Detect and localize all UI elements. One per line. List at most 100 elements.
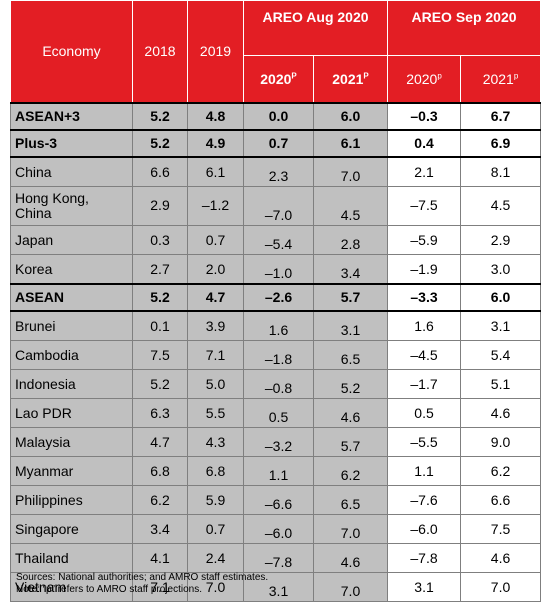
- value-cell: 4.5: [312, 185, 389, 226]
- table-row: Brunei 0.1 3.9 1.6 3.1 1.6 3.1: [10, 310, 542, 341]
- value-cell: –7.6: [387, 484, 462, 515]
- value-cell: 2.8: [312, 224, 389, 255]
- value-cell: 3.9: [187, 310, 244, 341]
- value-cell: 0.3: [132, 224, 188, 255]
- value-cell: –7.0: [243, 185, 314, 226]
- value-cell: 5.4: [460, 339, 542, 370]
- value-cell: 4.6: [312, 397, 389, 428]
- table-header: Economy 2018 2019 AREO Aug 2020 AREO Sep…: [10, 0, 542, 103]
- row-label: Japan: [10, 224, 133, 255]
- subheader-sup: p: [513, 71, 519, 81]
- value-cell: 3.4: [132, 513, 188, 544]
- table-row: Plus-3 5.2 4.9 0.7 6.1 0.4 6.9: [10, 128, 542, 158]
- row-label: Singapore: [10, 513, 133, 544]
- value-cell: 4.6: [460, 397, 542, 428]
- value-cell: 4.6: [460, 542, 542, 573]
- subheader-year: 2020: [260, 70, 292, 87]
- value-cell: 5.7: [312, 282, 389, 312]
- value-cell: 2.4: [187, 542, 244, 573]
- row-label: Myanmar: [10, 455, 133, 486]
- value-cell: 4.9: [187, 128, 244, 158]
- table-row: Lao PDR 6.3 5.5 0.5 4.6 0.5 4.6: [10, 397, 542, 428]
- value-cell: 7.5: [460, 513, 542, 544]
- value-cell: 6.5: [312, 339, 389, 370]
- value-cell: –1.8: [243, 339, 314, 370]
- value-cell: 3.1: [387, 571, 462, 602]
- subheader-sup: P: [291, 71, 297, 81]
- value-cell: –3.3: [387, 282, 462, 312]
- value-cell: 4.1: [132, 542, 188, 573]
- value-cell: 7.0: [312, 156, 389, 187]
- value-cell: 3.4: [312, 253, 389, 284]
- value-cell: 5.2: [132, 101, 188, 131]
- value-cell: 1.1: [387, 455, 462, 486]
- footnote: Note: “p” refers to AMRO staff projectio…: [16, 584, 202, 595]
- value-cell: –2.6: [243, 282, 314, 312]
- value-cell: 6.0: [460, 282, 542, 312]
- table-row: Cambodia 7.5 7.1 –1.8 6.5 –4.5 5.4: [10, 339, 542, 370]
- row-label: Philippines: [10, 484, 133, 515]
- subheader-year: 2020: [406, 70, 438, 87]
- table-row: Vietnam 7.1 7.0 3.1 7.0 3.1 7.0: [10, 571, 542, 602]
- value-cell: –5.9: [387, 224, 462, 255]
- value-cell: 7.1: [132, 571, 188, 602]
- value-cell: 7.1: [187, 339, 244, 370]
- subheader-cell: 2021P: [312, 55, 389, 103]
- table-row: Japan 0.3 0.7 –5.4 2.8 –5.9 2.9: [10, 224, 542, 255]
- value-cell: 3.1: [312, 310, 389, 341]
- table-row: Indonesia 5.2 5.0 –0.8 5.2 –1.7 5.1: [10, 368, 542, 399]
- table-row: Thailand 4.1 2.4 –7.8 4.6 –7.8 4.6: [10, 542, 542, 573]
- value-cell: 0.1: [132, 310, 188, 341]
- value-cell: 0.5: [243, 397, 314, 428]
- value-cell: 6.2: [312, 455, 389, 486]
- table-row: Singapore 3.4 0.7 –6.0 7.0 –6.0 7.5: [10, 513, 542, 544]
- value-cell: 5.9: [187, 484, 244, 515]
- value-cell: 0.7: [243, 128, 314, 158]
- value-cell: –7.8: [243, 542, 314, 573]
- subheader-cell: 2020p: [387, 55, 462, 103]
- table-row: ASEAN 5.2 4.7 –2.6 5.7 –3.3 6.0: [10, 282, 542, 312]
- source-note: Sources: National authorities; and AMRO …: [16, 572, 269, 583]
- value-cell: 4.7: [132, 426, 188, 457]
- table-body: ASEAN+3 5.2 4.8 0.0 6.0 –0.3 6.7 Plus-3 5.2 4.9 0.…: [10, 101, 542, 602]
- value-cell: –5.5: [387, 426, 462, 457]
- value-cell: 6.2: [132, 484, 188, 515]
- value-cell: 6.9: [460, 128, 542, 158]
- value-cell: –7.8: [387, 542, 462, 573]
- value-cell: 9.0: [460, 426, 542, 457]
- row-label: Brunei: [10, 310, 133, 341]
- header-group: AREO Sep 2020: [387, 0, 542, 56]
- value-cell: 5.1: [460, 368, 542, 399]
- header-group: AREO Aug 2020: [242, 0, 389, 56]
- value-cell: –6.0: [387, 513, 462, 544]
- table-row: Myanmar 6.8 6.8 1.1 6.2 1.1 6.2: [10, 455, 542, 486]
- header-cell: 2018: [132, 0, 188, 103]
- value-cell: 5.2: [132, 368, 188, 399]
- table-row: Korea 2.7 2.0 –1.0 3.4 –1.9 3.0: [10, 253, 542, 284]
- table-row: Philippines 6.2 5.9 –6.6 6.5 –7.6 6.6: [10, 484, 542, 515]
- row-label: Cambodia: [10, 339, 133, 370]
- value-cell: 7.5: [132, 339, 188, 370]
- value-cell: 4.3: [187, 426, 244, 457]
- value-cell: –0.8: [243, 368, 314, 399]
- row-label: Thailand: [10, 542, 133, 573]
- value-cell: –7.5: [387, 185, 462, 226]
- header-cell: 2019: [187, 0, 244, 103]
- value-cell: 7.0: [187, 571, 244, 602]
- header-cell: Economy: [10, 0, 133, 103]
- table-row: China 6.6 6.1 2.3 7.0 2.1 8.1: [10, 156, 542, 187]
- value-cell: 5.2: [132, 128, 188, 158]
- value-cell: 0.4: [387, 128, 462, 158]
- value-cell: –5.4: [243, 224, 314, 255]
- value-cell: 5.2: [312, 368, 389, 399]
- subheader-sup: p: [437, 71, 442, 81]
- value-cell: 5.2: [132, 282, 188, 312]
- subheader-cell: 2020P: [243, 55, 314, 103]
- value-cell: 4.6: [312, 542, 389, 573]
- notes: Sources: National authorities; and AMRO …: [16, 572, 268, 596]
- subheader-year: 2021: [482, 70, 514, 87]
- subheader-year: 2021: [332, 70, 364, 87]
- value-cell: 0.0: [243, 101, 314, 131]
- value-cell: 6.3: [132, 397, 188, 428]
